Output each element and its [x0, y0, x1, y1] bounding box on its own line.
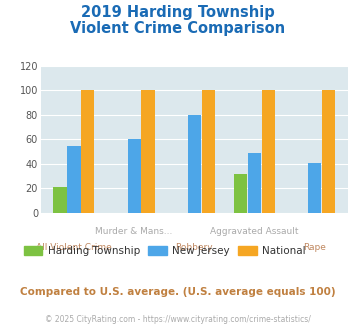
Legend: Harding Township, New Jersey, National: Harding Township, New Jersey, National [20, 242, 310, 260]
Text: Aggravated Assault: Aggravated Assault [210, 227, 299, 236]
Bar [322, 90, 335, 213]
Text: Violent Crime Comparison: Violent Crime Comparison [70, 21, 285, 36]
Text: All Violent Crime: All Violent Crime [36, 244, 112, 252]
Bar [81, 90, 94, 213]
Bar [202, 90, 215, 213]
Text: Murder & Mans...: Murder & Mans... [95, 227, 173, 236]
Text: © 2025 CityRating.com - https://www.cityrating.com/crime-statistics/: © 2025 CityRating.com - https://www.city… [45, 315, 310, 324]
Bar [127, 139, 141, 213]
Bar [262, 90, 275, 213]
Bar [188, 115, 201, 213]
Bar [141, 90, 155, 213]
Bar [67, 146, 81, 213]
Bar [308, 163, 321, 213]
Text: Compared to U.S. average. (U.S. average equals 100): Compared to U.S. average. (U.S. average … [20, 287, 335, 297]
Text: Robbery: Robbery [176, 244, 213, 252]
Bar [54, 187, 67, 213]
Bar [234, 174, 247, 213]
Text: Rape: Rape [303, 244, 326, 252]
Text: 2019 Harding Township: 2019 Harding Township [81, 5, 274, 20]
Bar [248, 153, 261, 213]
